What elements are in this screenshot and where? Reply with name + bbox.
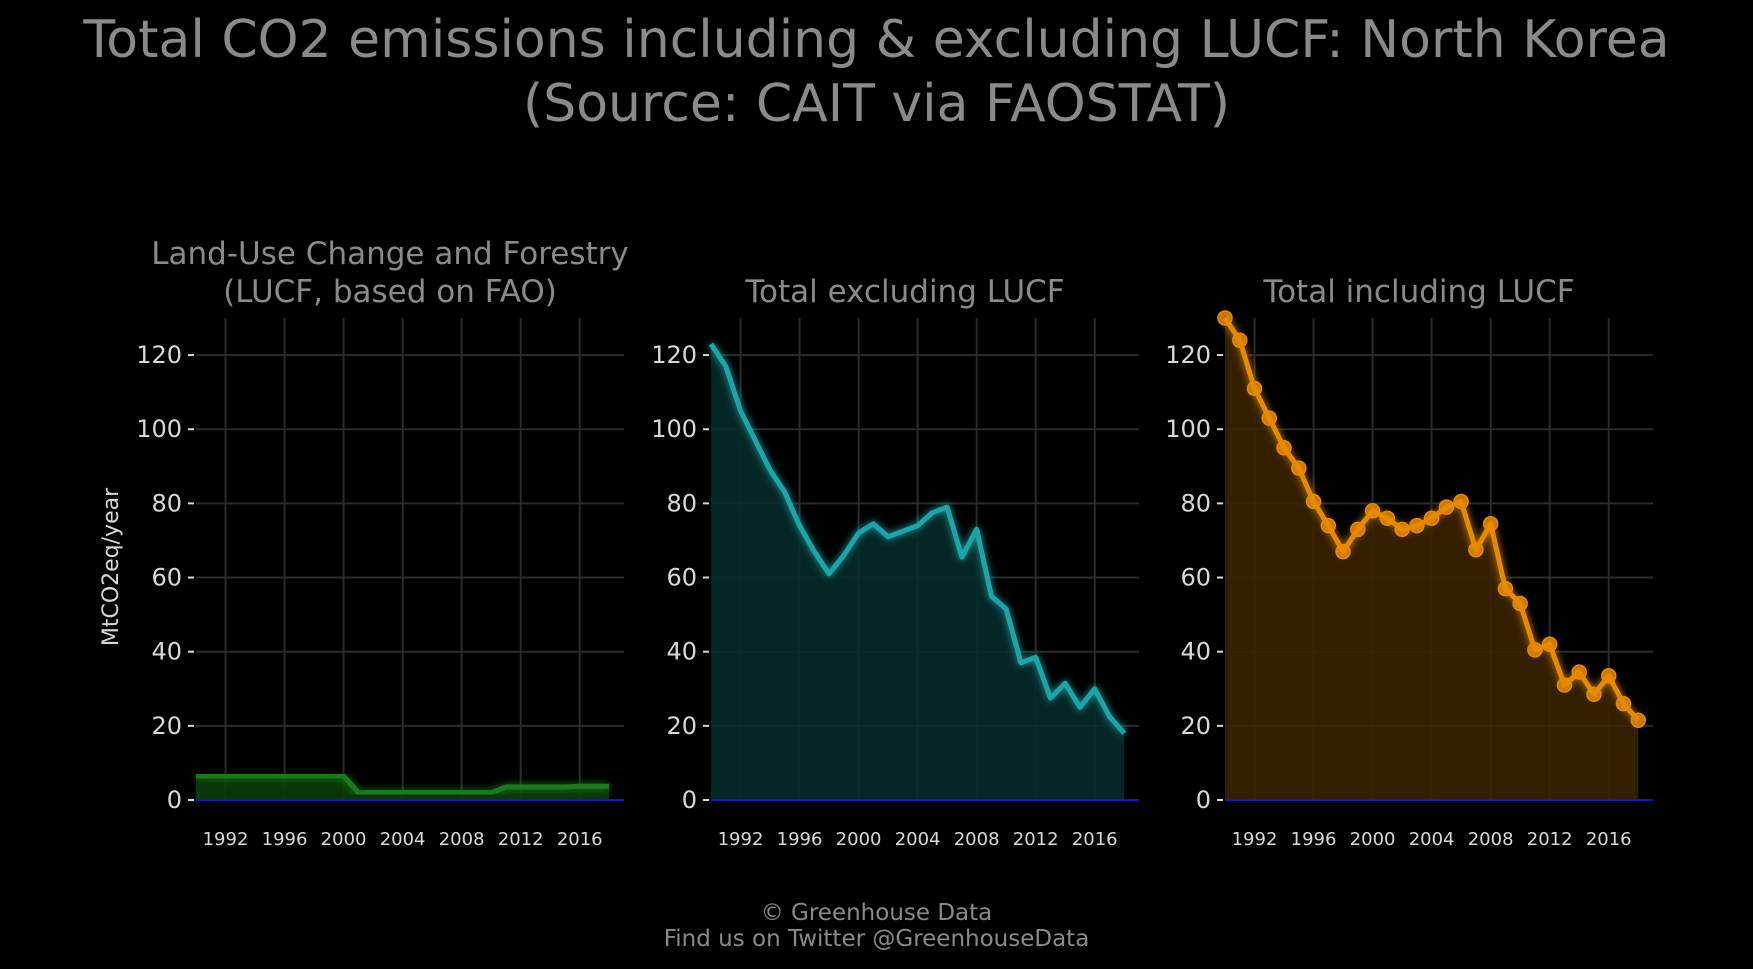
panel1-ytick-label-20: 20: [151, 712, 182, 740]
panel3-point-2007: [1468, 541, 1484, 558]
panel3-point-2009: [1497, 580, 1514, 597]
panel3-title-line1: Total including LUCF: [1262, 274, 1574, 310]
panel2-title-line1: Total excluding LUCF: [744, 274, 1064, 310]
panel3-ytick-label-40: 40: [1180, 638, 1211, 666]
chart-title: Total CO2 emissions including & excludin…: [0, 8, 1753, 136]
panel3-point-2010: [1512, 595, 1528, 612]
panel3-xtick-label-2016: 2016: [1586, 829, 1632, 850]
panel2-ytick-label-100: 100: [651, 415, 697, 443]
chart-title-line1: Total CO2 emissions including & excludin…: [83, 10, 1670, 70]
panel2-ytick-label-60: 60: [666, 564, 697, 592]
panel3-ytick-label-60: 60: [1180, 564, 1211, 592]
panel1-ytick-label-120: 120: [136, 341, 182, 369]
panel3-point-2004: [1423, 510, 1440, 526]
panel3-point-1995: [1291, 460, 1307, 476]
panel2-xtick-label-1996: 1996: [777, 829, 823, 850]
panel3-point-2006: [1453, 493, 1469, 510]
panel1-ylabel: MtCO2eq/year: [99, 487, 124, 646]
footer: © Greenhouse Data Find us on Twitter @Gr…: [0, 900, 1753, 952]
panel1-xtick-label-1992: 1992: [203, 829, 249, 850]
panel1-xtick-label-2004: 2004: [380, 829, 426, 850]
panel3-ytick-label-20: 20: [1180, 712, 1211, 740]
panel1-area: [196, 775, 610, 800]
panel3-point-2012: [1541, 636, 1558, 653]
panel1-xtick-label-2012: 2012: [498, 829, 544, 850]
panel3-point-2003: [1409, 517, 1425, 534]
panel3-point-2015: [1586, 686, 1602, 703]
panel2-ytick-label-80: 80: [666, 489, 697, 517]
panel3-point-2001: [1379, 510, 1396, 526]
panel1-xtick-label-2016: 2016: [557, 829, 603, 850]
panel3-xtick-label-1992: 1992: [1232, 829, 1278, 850]
panel1-ytick-label-80: 80: [151, 489, 182, 517]
panel2-xtick-label-2016: 2016: [1072, 829, 1118, 850]
panel1-ytick-label-60: 60: [151, 564, 182, 592]
panel3-point-2002: [1394, 521, 1410, 538]
panel3-point-1998: [1335, 543, 1351, 560]
panel2-ytick-label-0: 0: [682, 786, 697, 814]
panel1-xtick-label-1996: 1996: [262, 829, 308, 850]
panel2-series-line: [708, 342, 1127, 735]
panel3-point-1992: [1246, 380, 1263, 397]
panel3-point-2017: [1615, 695, 1632, 712]
panel3-point-1990: [1217, 310, 1233, 326]
panel3-ytick-label-80: 80: [1180, 489, 1211, 517]
panel3-ytick-label-120: 120: [1165, 341, 1211, 369]
panel2-ytick-label-120: 120: [651, 341, 697, 369]
panel2-xtick-label-2008: 2008: [954, 829, 1000, 850]
panel1-title-line1: Land-Use Change and Forestry: [151, 236, 629, 272]
panel3-point-2000: [1364, 503, 1381, 519]
panel3-point-2014: [1571, 664, 1587, 680]
panel1-xtick-label-2000: 2000: [321, 829, 367, 850]
panel2-xtick-label-2000: 2000: [836, 829, 882, 850]
panel2-area: [711, 343, 1125, 800]
panel3-ytick-label-100: 100: [1165, 415, 1211, 443]
panel3-point-2013: [1556, 677, 1573, 693]
panel3-xtick-label-2000: 2000: [1350, 829, 1396, 850]
panel3-point-1997: [1320, 517, 1337, 534]
panel3-point-1999: [1350, 521, 1366, 538]
panel3-point-1994: [1276, 440, 1292, 456]
panel3-xtick-label-1996: 1996: [1291, 829, 1337, 850]
panel1-ytick-label-100: 100: [136, 415, 182, 443]
panel3-point-2008: [1482, 516, 1499, 532]
panel3-xtick-label-2012: 2012: [1527, 829, 1573, 850]
panel2-xtick-label-2012: 2012: [1013, 829, 1059, 850]
panel2-ytick-label-20: 20: [666, 712, 697, 740]
panel3-point-1996: [1305, 493, 1322, 510]
footer-twitter: Find us on Twitter @GreenhouseData: [663, 926, 1090, 952]
panel3-point-1991: [1232, 332, 1248, 348]
panel3-point-2016: [1600, 668, 1617, 684]
panel3-point-2018: [1630, 712, 1646, 729]
panel3-xtick-label-2008: 2008: [1468, 829, 1514, 850]
panel3-area: [1225, 318, 1639, 800]
panel1-series-line: [196, 773, 610, 796]
panel3-ytick-label-0: 0: [1196, 786, 1211, 814]
panel3-point-2011: [1527, 642, 1543, 658]
panel1-xtick-label-2008: 2008: [439, 829, 485, 850]
panel1-title-line2: (LUCF, based on FAO): [223, 274, 557, 310]
panel3-point-1993: [1261, 410, 1278, 426]
footer-copyright: © Greenhouse Data: [760, 900, 993, 926]
panel2-xtick-label-1992: 1992: [718, 829, 764, 850]
chart-title-line2: (Source: CAIT via FAOSTAT): [522, 74, 1231, 134]
panel3-point-2005: [1438, 499, 1455, 515]
panel2-ytick-label-40: 40: [666, 638, 697, 666]
panel2-xtick-label-2004: 2004: [895, 829, 941, 850]
panel1-ytick-label-40: 40: [151, 638, 182, 666]
panel1-ytick-label-0: 0: [167, 786, 182, 814]
panel3-xtick-label-2004: 2004: [1409, 829, 1455, 850]
